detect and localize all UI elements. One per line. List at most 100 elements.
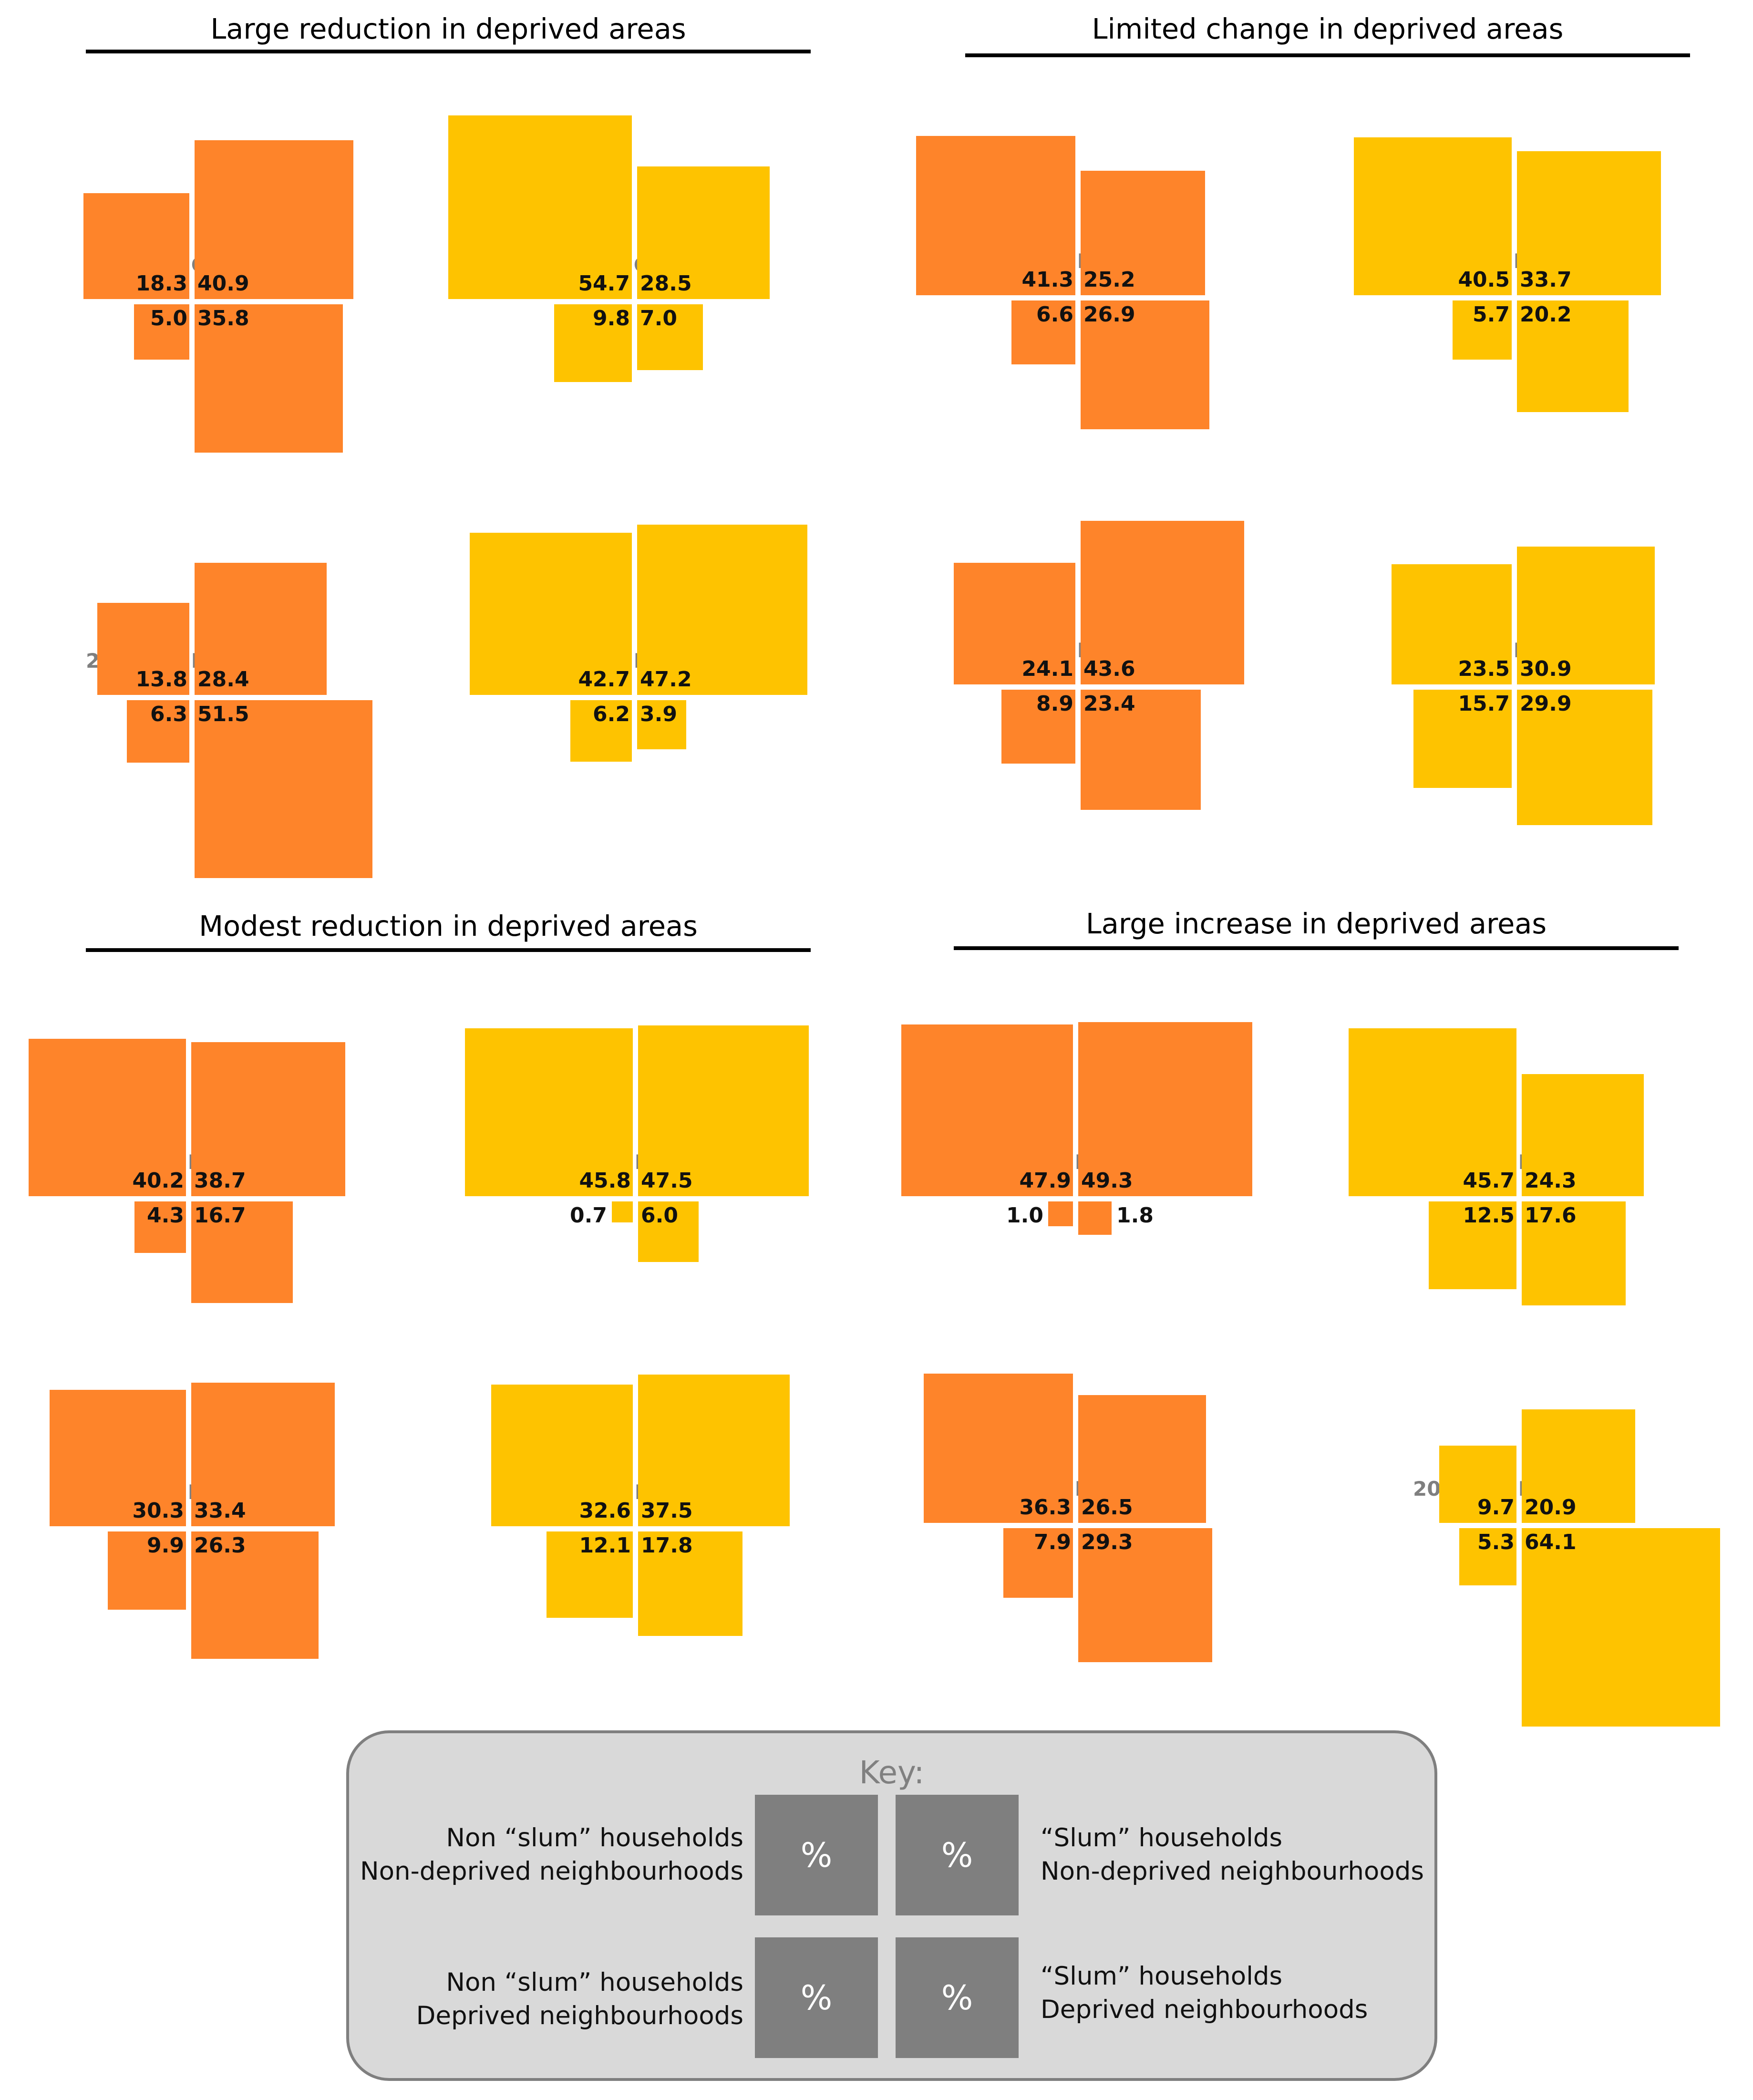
key-text-top-left-line1: Non “slum” households	[446, 1823, 743, 1852]
square-non-slum-non-deprived	[83, 193, 189, 299]
square-non-slum-deprived	[127, 700, 189, 763]
value-label-non-slum-non-deprived: 36.3	[1019, 1495, 1071, 1520]
value-label-non-slum-non-deprived: 30.3	[132, 1499, 184, 1523]
square-slum-deprived	[1081, 300, 1209, 429]
square-slum-deprived	[1517, 300, 1629, 412]
section-title-modest-reduction: Modest reduction in deprived areas	[199, 910, 698, 942]
value-label-slum-non-deprived: 25.2	[1083, 268, 1135, 292]
value-label-non-slum-deprived: 4.3	[147, 1203, 184, 1228]
value-label-slum-non-deprived: 28.5	[640, 271, 692, 296]
square-non-slum-non-deprived	[50, 1390, 186, 1526]
key-text-top-left: Non “slum” households Non-deprived neigh…	[360, 1821, 743, 1888]
section-rule-large-increase	[954, 946, 1679, 950]
square-slum-non-deprived	[1522, 1074, 1644, 1196]
value-label-slum-non-deprived: 49.3	[1081, 1169, 1133, 1193]
square-slum-non-deprived	[638, 1025, 809, 1196]
square-non-slum-non-deprived	[924, 1374, 1073, 1523]
square-non-slum-non-deprived	[1392, 564, 1512, 684]
value-label-non-slum-deprived: 6.6	[1036, 302, 1073, 327]
value-label-slum-non-deprived: 24.3	[1525, 1169, 1577, 1193]
square-slum-deprived	[191, 1531, 319, 1659]
value-label-slum-deprived: 1.8	[1116, 1203, 1154, 1228]
square-non-slum-deprived	[1413, 690, 1512, 788]
value-label-slum-deprived: 35.8	[197, 306, 249, 331]
square-non-slum-deprived	[547, 1531, 633, 1618]
section-rule-limited-change	[965, 53, 1690, 57]
key-text-bottom-left: Non “slum” households Deprived neighbour…	[416, 1966, 743, 2033]
value-label-slum-deprived: 26.9	[1083, 302, 1135, 327]
value-label-non-slum-non-deprived: 24.1	[1021, 657, 1073, 681]
square-non-slum-non-deprived	[465, 1028, 633, 1196]
square-non-slum-non-deprived	[491, 1385, 633, 1526]
value-label-slum-non-deprived: 40.9	[197, 271, 249, 296]
square-non-slum-non-deprived	[901, 1024, 1073, 1196]
square-slum-deprived	[637, 304, 703, 370]
value-label-non-slum-deprived: 5.7	[1473, 302, 1510, 327]
square-non-slum-deprived	[1453, 300, 1512, 360]
value-label-non-slum-deprived: 15.7	[1458, 692, 1510, 716]
square-non-slum-non-deprived	[470, 533, 632, 695]
value-label-non-slum-non-deprived: 45.7	[1463, 1169, 1515, 1193]
key-text-bottom-right-line1: “Slum” households	[1041, 1962, 1283, 1991]
square-slum-non-deprived	[1522, 1409, 1635, 1523]
value-label-slum-non-deprived: 30.9	[1520, 657, 1572, 681]
value-label-slum-deprived: 3.9	[640, 702, 677, 726]
value-label-slum-deprived: 29.3	[1081, 1530, 1133, 1554]
square-non-slum-non-deprived	[954, 563, 1075, 684]
value-label-slum-deprived: 17.8	[641, 1533, 693, 1558]
value-label-slum-non-deprived: 33.4	[194, 1499, 246, 1523]
key-text-top-right-line1: “Slum” households	[1041, 1823, 1283, 1852]
value-label-non-slum-deprived: 7.9	[1034, 1530, 1071, 1554]
value-label-slum-deprived: 6.0	[641, 1203, 678, 1228]
value-label-slum-non-deprived: 38.7	[194, 1169, 246, 1193]
square-slum-non-deprived	[1078, 1395, 1206, 1523]
value-label-slum-non-deprived: 47.5	[641, 1169, 693, 1193]
square-slum-non-deprived	[1081, 171, 1205, 295]
value-label-slum-deprived: 26.3	[194, 1533, 246, 1558]
section-title-large-increase: Large increase in deprived areas	[1085, 907, 1547, 940]
value-label-non-slum-non-deprived: 42.7	[578, 667, 630, 692]
square-slum-non-deprived	[191, 1042, 345, 1196]
value-label-slum-non-deprived: 33.7	[1520, 268, 1572, 292]
square-non-slum-deprived	[1001, 690, 1075, 764]
value-label-non-slum-deprived: 9.8	[593, 306, 630, 331]
value-label-non-slum-deprived: 12.1	[579, 1533, 631, 1558]
square-slum-deprived	[1522, 1201, 1626, 1305]
key-text-bottom-left-line1: Non “slum” households	[446, 1968, 743, 1997]
square-slum-deprived	[1078, 1528, 1212, 1662]
key-text-bottom-right: “Slum” households Deprived neighbourhood…	[1041, 1960, 1368, 2027]
value-label-slum-non-deprived: 26.5	[1081, 1495, 1133, 1520]
square-slum-non-deprived	[195, 140, 353, 299]
square-non-slum-deprived	[612, 1201, 633, 1222]
value-label-slum-non-deprived: 37.5	[641, 1499, 693, 1523]
square-slum-non-deprived	[1081, 521, 1244, 684]
value-label-non-slum-non-deprived: 32.6	[579, 1499, 631, 1523]
square-non-slum-deprived	[1011, 300, 1075, 364]
value-label-non-slum-non-deprived: 23.5	[1458, 657, 1510, 681]
key-text-top-right-line2: Non-deprived neighbourhoods	[1041, 1857, 1424, 1886]
value-label-slum-deprived: 17.6	[1525, 1203, 1577, 1228]
value-label-slum-non-deprived: 28.4	[197, 667, 249, 692]
square-non-slum-deprived	[1003, 1528, 1073, 1598]
key-square-top-right: %	[896, 1795, 1019, 1915]
value-label-slum-deprived: 64.1	[1525, 1530, 1577, 1554]
square-non-slum-deprived	[134, 304, 189, 360]
value-label-non-slum-deprived: 6.3	[150, 702, 187, 726]
value-label-slum-non-deprived: 43.6	[1083, 657, 1135, 681]
square-slum-non-deprived	[191, 1383, 335, 1526]
key-text-bottom-right-line2: Deprived neighbourhoods	[1041, 1995, 1368, 2024]
square-non-slum-deprived	[570, 700, 632, 762]
panel-mumbai-2005: 2005-06Mumbai36.326.57.929.3	[924, 1374, 1212, 1662]
key-square-bottom-left: %	[755, 1937, 878, 2058]
square-non-slum-non-deprived	[97, 603, 189, 695]
square-non-slum-deprived	[554, 304, 632, 382]
key-box: Key: % % % % Non “slum” households Non-d…	[346, 1730, 1437, 2081]
value-label-non-slum-non-deprived: 13.8	[135, 667, 187, 692]
square-non-slum-deprived	[108, 1531, 186, 1610]
square-slum-deprived	[1522, 1528, 1720, 1727]
key-title: Key:	[859, 1754, 925, 1791]
square-slum-deprived	[638, 1201, 699, 1262]
square-slum-deprived	[191, 1201, 293, 1303]
value-label-non-slum-non-deprived: 45.8	[579, 1169, 631, 1193]
value-label-non-slum-non-deprived: 47.9	[1019, 1169, 1071, 1193]
